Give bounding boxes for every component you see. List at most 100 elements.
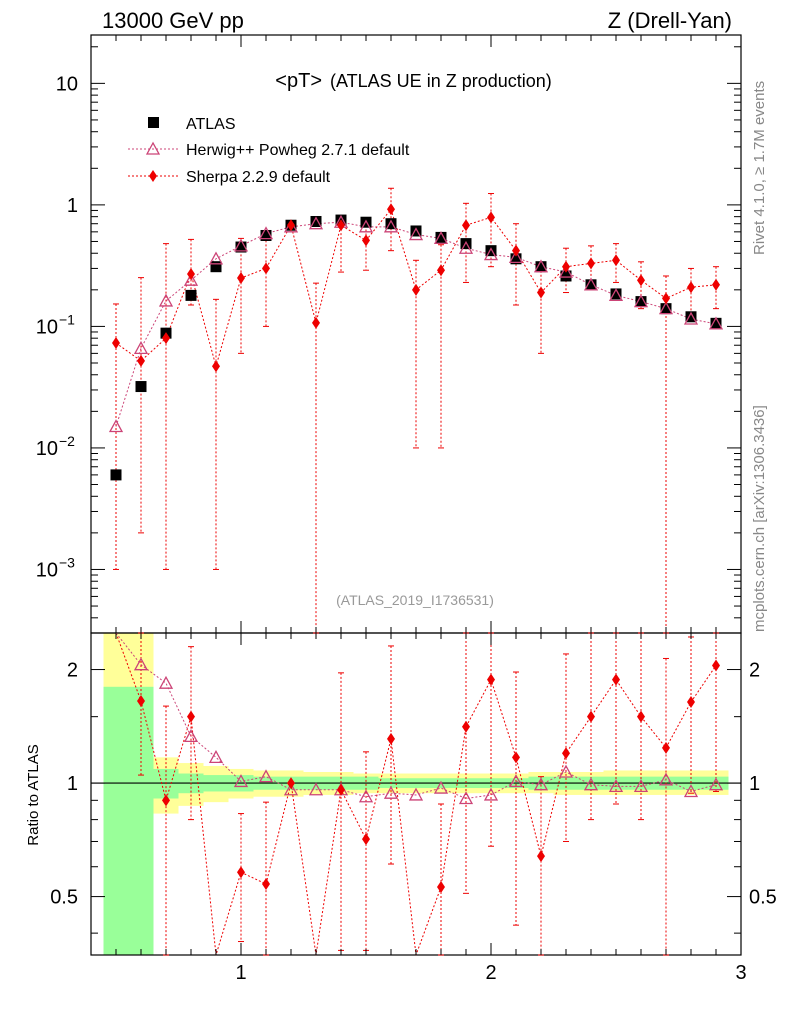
sherpa-point [162,332,170,345]
ratio-sherpa-point [137,695,145,708]
herwig-point [633,294,649,308]
atlas-point [235,241,247,253]
herwig-point [683,311,699,325]
herwig-point [133,340,149,354]
ratio-sherpa-point [337,783,345,796]
ratio-herwig-point [533,777,549,791]
rivet-version-label: Rivet 4.1.0, ≥ 1.7M events [751,81,768,255]
ratio-sherpa-point [262,877,270,890]
atlas-point [560,270,572,282]
ratio-sherpa-point [462,720,470,733]
legend-marker-atlas [148,117,159,128]
atlas-point [435,231,447,243]
sherpa-point [612,254,620,267]
sherpa-point [412,283,420,296]
ratio-herwig-point [383,785,399,799]
ratio-sherpa-point [437,881,445,894]
herwig-point [258,226,274,240]
ratio-y-axis-label: Ratio to ATLAS [25,744,42,845]
atlas-point [510,253,522,265]
legend-label-atlas: ATLAS [186,116,236,133]
ratio-herwig-point [558,764,574,778]
ratio-plot-data [115,632,724,956]
herwig-point [533,259,549,273]
atlas-point [635,296,647,308]
band-inner [128,686,154,955]
atlas-point [535,261,547,273]
herwig-point [558,264,574,278]
herwig-point [458,240,474,254]
atlas-point [685,311,697,323]
ratio-sherpa-point [512,751,520,764]
herwig-point [383,219,399,233]
sherpa-point [137,354,145,367]
sherpa-point [362,234,370,247]
herwig-point [308,216,324,230]
herwig-point [158,293,174,307]
atlas-point [610,288,622,300]
ratio-sherpa-point [487,673,495,686]
legend-label-sherpa: Sherpa 2.2.9 default [186,169,331,186]
herwig-point [658,301,674,315]
ratio-y-tick-label-right: 0.5 [749,887,777,909]
ratio-sherpa-point [162,794,170,807]
ratio-sherpa-point [362,833,370,846]
ratio-herwig-point [358,789,374,803]
herwig-point [208,251,224,265]
sherpa-point [312,316,320,329]
sherpa-point [562,260,570,273]
ratio-y-tick-label: 1 [67,773,78,795]
legend-marker-sherpa [149,170,157,182]
header-energy-label: 13000 GeV pp [102,8,244,33]
ratio-sherpa-point [687,696,695,709]
main-plot-data [108,187,724,634]
x-tick-label: 3 [735,962,746,984]
herwig-point [433,231,449,245]
herwig-point [583,277,599,291]
ratio-herwig-point [283,782,299,796]
chart-subtitle: (ATLAS UE in Z production) [330,71,552,91]
atlas-point [485,245,497,257]
atlas-point [110,469,122,481]
sherpa-point [487,211,495,224]
y-tick-label: 10 [36,438,58,460]
ratio-herwig-point [233,774,249,788]
sherpa-point [237,272,245,285]
atlas-point [360,216,372,228]
ratio-y-tick-label-right: 2 [749,660,760,682]
atlas-point [185,289,197,301]
sherpa-point [462,219,470,232]
ratio-sherpa-point [587,710,595,723]
herwig-point [233,238,249,252]
analysis-id-watermark: (ATLAS_2019_I1736531) [336,592,494,608]
mcplots-reference-label: mcplots.cern.ch [arXiv:1306.3436] [751,405,768,632]
ratio-herwig-point [683,784,699,798]
ratio-y-tick-label: 2 [67,660,78,682]
ratio-y-tick-label-right: 1 [749,773,760,795]
herwig-point [358,219,374,233]
sherpa-point [387,203,395,216]
header-process-label: Z (Drell-Yan) [608,8,732,33]
ratio-sherpa-point [662,741,670,754]
ratio-herwig-point [458,791,474,805]
ratio-uncertainty-bands [91,633,741,955]
ratio-herwig-point [583,777,599,791]
sherpa-point [212,360,220,373]
ratio-herwig-point [608,779,624,793]
sherpa-point [287,219,295,232]
herwig-point [708,316,724,330]
ratio-herwig-point [633,779,649,793]
ratio-herwig-point [208,749,224,764]
ratio-herwig-point [183,729,199,743]
atlas-point [585,279,597,291]
sherpa-point [637,274,645,287]
sherpa-point [512,244,520,257]
ratio-sherpa-point [187,710,195,723]
sherpa-point [187,267,195,280]
ratio-herwig-point [508,774,524,788]
ratio-herwig-point [258,769,274,783]
ratio-herwig-point [408,787,424,801]
y-tick-label: 10 [36,316,58,338]
ratio-sherpa-point [537,850,545,863]
sherpa-point [112,337,120,350]
